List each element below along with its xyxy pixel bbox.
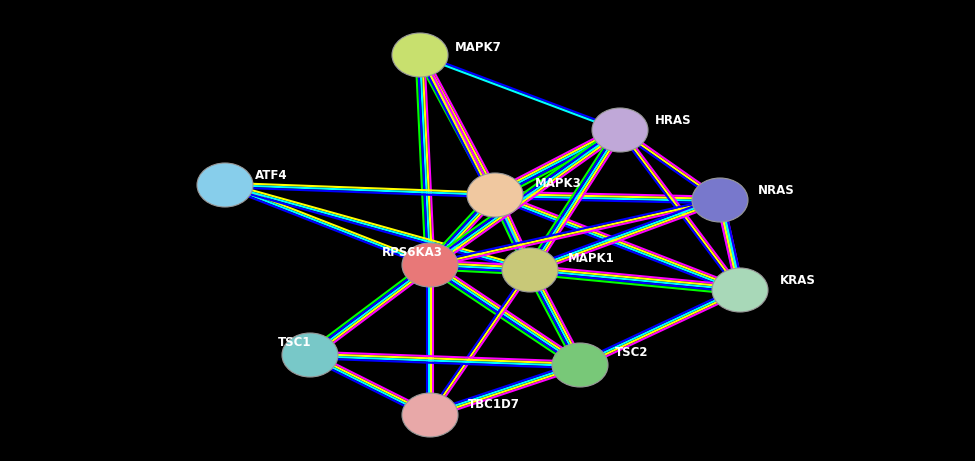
Text: RPS6KA3: RPS6KA3 <box>382 247 443 260</box>
Text: ATF4: ATF4 <box>255 169 288 182</box>
Ellipse shape <box>392 33 448 77</box>
Text: MAPK3: MAPK3 <box>535 177 582 189</box>
Text: KRAS: KRAS <box>780 273 816 286</box>
Text: HRAS: HRAS <box>655 113 691 126</box>
Ellipse shape <box>712 268 768 312</box>
Ellipse shape <box>402 243 458 287</box>
Text: NRAS: NRAS <box>758 183 795 196</box>
Ellipse shape <box>467 173 523 217</box>
Text: MAPK1: MAPK1 <box>568 252 615 265</box>
Ellipse shape <box>402 393 458 437</box>
Ellipse shape <box>282 333 338 377</box>
Ellipse shape <box>592 108 648 152</box>
Ellipse shape <box>502 248 558 292</box>
Ellipse shape <box>197 163 253 207</box>
Ellipse shape <box>552 343 608 387</box>
Text: TSC1: TSC1 <box>278 337 311 349</box>
Text: TSC2: TSC2 <box>615 347 648 360</box>
Text: MAPK7: MAPK7 <box>455 41 502 53</box>
Ellipse shape <box>692 178 748 222</box>
Text: TBC1D7: TBC1D7 <box>468 398 520 412</box>
